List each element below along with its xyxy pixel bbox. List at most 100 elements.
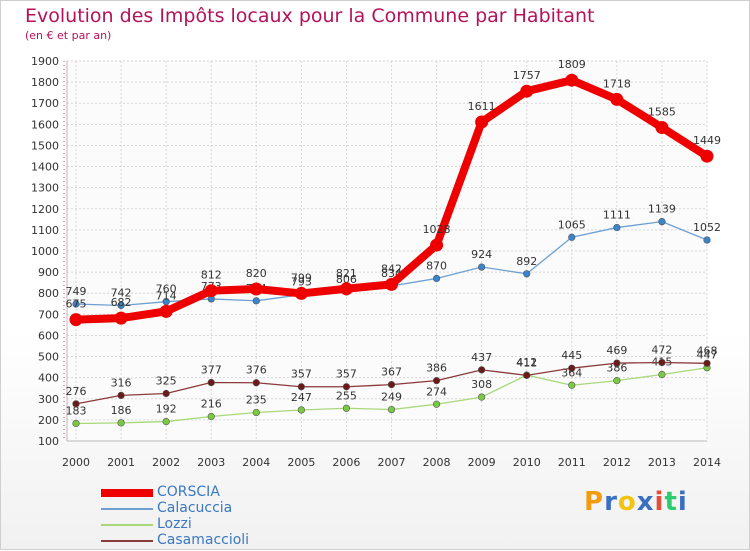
- data-label-corscia: 682: [111, 296, 132, 309]
- data-point-lozzi: [613, 377, 621, 385]
- data-label-corscia: 1757: [513, 69, 541, 82]
- logo-letter: i: [677, 487, 688, 517]
- x-tick-label: 2011: [558, 456, 586, 469]
- data-label-lozzi: 412: [516, 356, 537, 369]
- data-point-calacuccia: [72, 300, 80, 308]
- data-point-calacuccia: [703, 236, 711, 244]
- data-point-corscia: [610, 92, 624, 106]
- y-tick-label: 1300: [31, 182, 59, 195]
- data-label-corscia: 799: [291, 271, 312, 284]
- data-label-corscia: 714: [156, 289, 177, 302]
- x-tick-label: 2005: [287, 456, 315, 469]
- data-label-lozzi: 255: [336, 389, 357, 402]
- x-tick-label: 2007: [378, 456, 406, 469]
- data-point-casamaccioli: [387, 381, 396, 389]
- legend-swatch: [101, 524, 153, 526]
- data-label-casamaccioli: 469: [606, 344, 627, 357]
- data-point-corscia: [69, 313, 83, 327]
- data-label-casamaccioli: 437: [471, 351, 492, 364]
- y-tick-label: 400: [38, 372, 59, 385]
- legend-label: Lozzi: [157, 516, 192, 532]
- data-point-lozzi: [387, 405, 396, 414]
- data-label-calacuccia: 1111: [603, 209, 631, 222]
- data-point-lozzi: [342, 404, 351, 412]
- data-label-calacuccia: 749: [66, 285, 87, 298]
- data-point-casamaccioli: [342, 383, 351, 391]
- x-tick-label: 2002: [152, 456, 180, 469]
- data-label-casamaccioli: 472: [651, 343, 672, 356]
- data-point-casamaccioli: [207, 378, 215, 387]
- data-point-calacuccia: [432, 274, 441, 283]
- data-point-corscia: [475, 115, 489, 129]
- data-label-casamaccioli: 386: [426, 362, 447, 375]
- data-point-calacuccia: [252, 297, 260, 305]
- data-label-casamaccioli: 411: [516, 356, 537, 369]
- data-label-lozzi: 274: [426, 385, 447, 398]
- data-point-lozzi: [252, 408, 260, 417]
- data-point-casamaccioli: [568, 364, 576, 372]
- y-tick-label: 600: [38, 329, 59, 342]
- data-label-calacuccia: 892: [516, 255, 537, 268]
- data-point-lozzi: [658, 370, 666, 379]
- data-label-calacuccia: 742: [111, 286, 132, 299]
- data-label-casamaccioli: 367: [381, 366, 402, 379]
- data-point-casamaccioli: [297, 383, 305, 391]
- data-label-lozzi: 247: [291, 391, 312, 404]
- y-tick-label: 100: [38, 435, 59, 448]
- x-tick-label: 2012: [603, 456, 631, 469]
- y-tick-label: 900: [38, 266, 59, 279]
- data-point-calacuccia: [658, 218, 666, 226]
- data-label-corscia: 820: [246, 267, 267, 280]
- data-label-casamaccioli: 377: [201, 364, 222, 377]
- data-point-lozzi: [568, 381, 576, 389]
- data-point-lozzi: [432, 400, 441, 408]
- data-point-lozzi: [297, 406, 305, 414]
- y-tick-label: 1100: [31, 224, 59, 237]
- data-label-calacuccia: 1139: [648, 203, 676, 216]
- data-label-lozzi: 308: [471, 378, 492, 391]
- data-point-lozzi: [207, 412, 215, 421]
- data-point-corscia: [565, 73, 579, 87]
- data-label-corscia: 675: [66, 298, 87, 311]
- x-tick-label: 2008: [423, 456, 451, 469]
- x-tick-label: 2001: [107, 456, 135, 469]
- logo-letter: o: [617, 487, 637, 517]
- data-point-corscia: [339, 282, 353, 296]
- y-tick-label: 1200: [31, 203, 59, 216]
- data-label-corscia: 821: [336, 267, 357, 280]
- y-tick-label: 300: [38, 393, 59, 406]
- data-point-casamaccioli: [117, 391, 125, 400]
- data-label-corscia: 1585: [648, 106, 676, 119]
- y-tick-label: 1000: [31, 245, 59, 258]
- data-point-casamaccioli: [162, 389, 170, 398]
- data-point-corscia: [204, 284, 218, 298]
- y-tick-label: 1700: [31, 97, 59, 110]
- data-label-calacuccia: 806: [336, 273, 357, 286]
- data-point-casamaccioli: [523, 371, 531, 379]
- data-point-corscia: [249, 282, 263, 296]
- data-label-lozzi: 249: [381, 391, 402, 404]
- data-label-casamaccioli: 468: [697, 344, 718, 357]
- data-point-corscia: [520, 84, 534, 98]
- x-tick-label: 2004: [242, 456, 270, 469]
- data-label-corscia: 1449: [693, 134, 721, 147]
- data-point-corscia: [430, 238, 444, 252]
- x-tick-label: 2013: [648, 456, 676, 469]
- x-tick-label: 2003: [197, 456, 225, 469]
- x-tick-label: 2010: [513, 456, 541, 469]
- logo-letter: r: [604, 487, 618, 517]
- data-point-calacuccia: [568, 233, 576, 241]
- data-label-lozzi: 183: [66, 404, 87, 417]
- data-label-lozzi: 186: [111, 404, 132, 417]
- data-label-calacuccia: 760: [156, 283, 177, 296]
- chart-subtitle: (en € et par an): [25, 29, 112, 42]
- y-tick-label: 200: [38, 414, 59, 427]
- data-label-corscia: 812: [201, 269, 222, 282]
- data-point-casamaccioli: [252, 379, 260, 387]
- data-point-casamaccioli: [72, 400, 80, 408]
- data-point-casamaccioli: [432, 377, 441, 385]
- logo-letter: i: [654, 487, 665, 517]
- data-label-lozzi: 235: [246, 394, 267, 407]
- y-tick-label: 1500: [31, 139, 59, 152]
